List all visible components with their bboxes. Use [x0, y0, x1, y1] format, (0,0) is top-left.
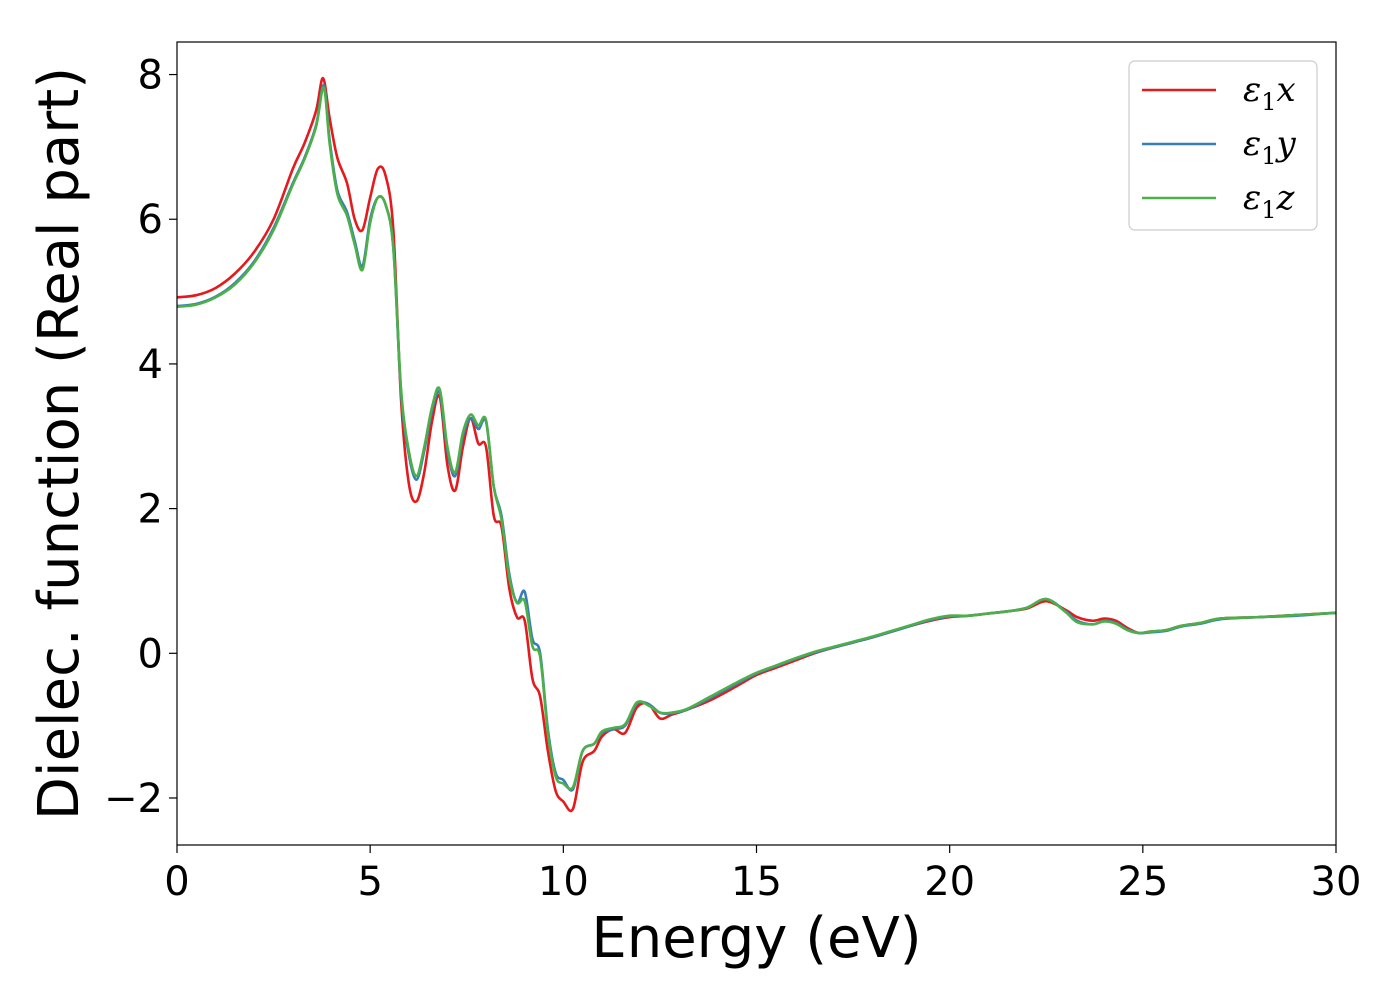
x-axis: 0 5 10 15 20 25 30: [164, 845, 1361, 905]
y-axis: −2 0 2 4 6 8: [104, 53, 177, 822]
legend-label-z: ε1z: [1243, 178, 1296, 224]
series-layer: [177, 76, 1336, 813]
x-tick-label: 30: [1311, 859, 1362, 905]
y-axis-title: Dielec. function (Real part): [27, 67, 92, 820]
y-tick-label: 6: [138, 197, 163, 243]
legend-label-y: ε1y: [1243, 124, 1297, 170]
x-tick-label: 10: [538, 859, 589, 905]
x-axis-title: Energy (eV): [591, 906, 921, 971]
y-tick-label: 8: [138, 53, 163, 99]
y-tick-label: 0: [138, 631, 163, 677]
x-tick-label: 15: [731, 859, 782, 905]
series-line-z: [177, 86, 1336, 791]
legend-label-x: ε1x: [1243, 70, 1296, 116]
x-tick-label: 20: [924, 859, 975, 905]
legend-box: [1128, 60, 1318, 231]
x-tick-label: 5: [357, 859, 382, 905]
y-tick-label: 4: [138, 342, 163, 388]
y-tick-label: −2: [104, 776, 163, 822]
legend: ε1x ε1y ε1z: [1128, 60, 1318, 231]
x-tick-label: 0: [164, 859, 189, 905]
y-tick-label: 2: [138, 487, 163, 533]
x-tick-label: 25: [1117, 859, 1168, 905]
